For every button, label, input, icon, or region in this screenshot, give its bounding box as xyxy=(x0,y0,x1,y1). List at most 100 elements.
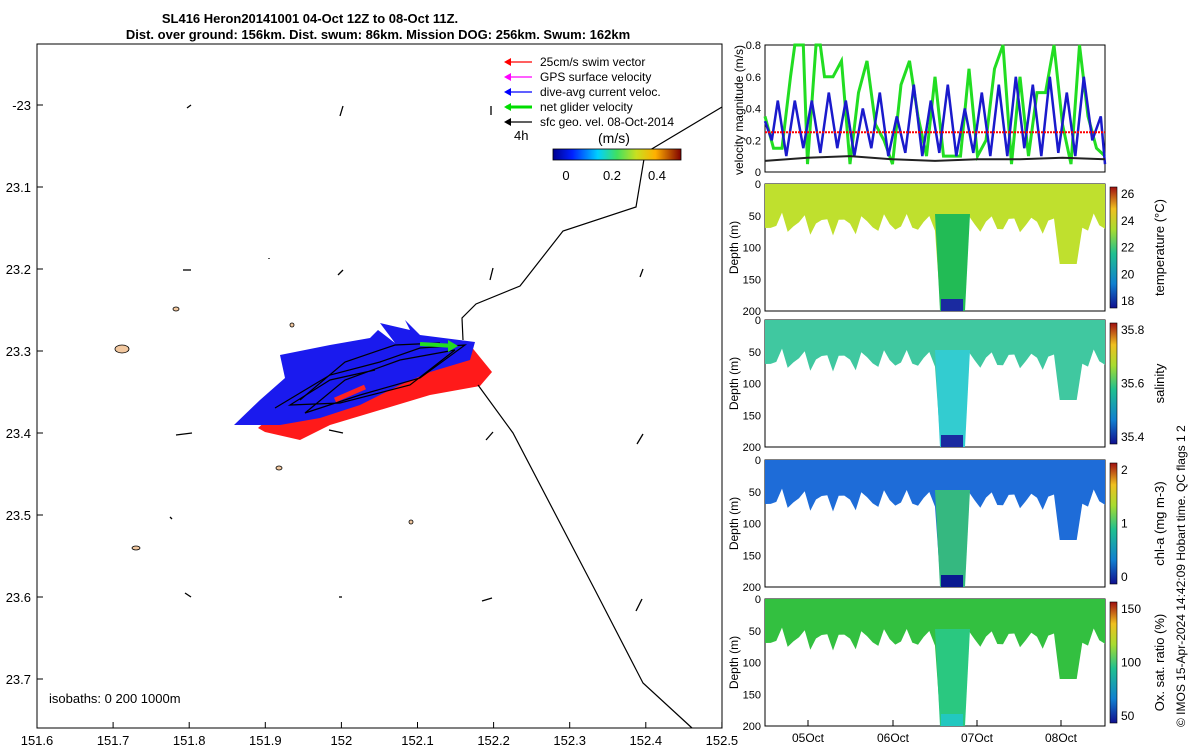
section-panel: 0 50 100 150 200 Depth (m) 2 1 0 chl-a (mg m-3) xyxy=(727,455,1167,594)
section-deep-trench xyxy=(935,629,970,726)
section-colorbar xyxy=(1109,322,1118,445)
section-panel: 0 50 100 150 200 Depth (m) 35.8 35.6 35.4 salinit… xyxy=(727,315,1167,454)
vector-arrow xyxy=(639,268,644,278)
section-bottom xyxy=(941,435,963,447)
vector-arrow xyxy=(169,516,173,520)
section-colorbar-tick: 50 xyxy=(1121,709,1135,723)
interval-label: 4h xyxy=(514,128,528,143)
section-colorbar-tick: 2 xyxy=(1121,463,1128,477)
vector-arrow xyxy=(175,432,193,436)
legend-label: 25cm/s swim vector xyxy=(540,55,645,69)
velocity-series-line xyxy=(763,43,1107,165)
section-colorbar-tick: 150 xyxy=(1121,602,1141,616)
map-y-tick-label: 23.7 xyxy=(6,672,31,687)
vector-arrow xyxy=(485,431,494,441)
map-y-tick-label: 23.1 xyxy=(6,180,31,195)
vector-arrow xyxy=(489,267,494,281)
section-colorbar-tick: 1 xyxy=(1121,517,1128,531)
section-fill xyxy=(765,599,1105,726)
section-deep-trench xyxy=(935,214,970,311)
map-x-tick-label: 152.3 xyxy=(553,733,586,748)
velocity-y-tick: 0 xyxy=(755,167,761,179)
section-colorbar xyxy=(1109,601,1118,724)
legend-arrowhead xyxy=(504,58,511,66)
section-y-tick: 50 xyxy=(749,487,761,499)
isobath-1000m xyxy=(461,106,723,341)
legend-label: GPS surface velocity xyxy=(540,70,651,84)
glider-track xyxy=(274,342,468,414)
map-x-tick-label: 152.1 xyxy=(401,733,434,748)
section-y-tick: 0 xyxy=(755,455,761,467)
reef-shape xyxy=(275,465,283,471)
section-deep-trench xyxy=(935,490,970,587)
time-tick-label: 08Oct xyxy=(1045,731,1078,745)
map-x-tick-label: 152.2 xyxy=(477,733,510,748)
section-bottom xyxy=(941,299,963,311)
section-y-tick: 50 xyxy=(749,211,761,223)
speed-colorbar-ticks: 0 0.2 0.4 xyxy=(562,168,666,183)
map-x-tick-label: 152.4 xyxy=(630,733,663,748)
section-colorbar-tick: 100 xyxy=(1121,656,1141,670)
map-panel: 151.6 151.7 151.8 151.9 152 152.1 152.2 152.3 15… xyxy=(6,43,738,748)
map-y-ticks: -23 23.1 23.2 23.3 23.4 23.5 23.6 23.7 xyxy=(6,98,43,687)
section-y-tick: 200 xyxy=(743,721,761,733)
isobath-label: isobaths: 0 200 1000m xyxy=(49,691,181,706)
swim-arrow xyxy=(334,384,366,403)
section-y-tick: 50 xyxy=(749,626,761,638)
time-tick-label: 06Oct xyxy=(877,731,910,745)
section-colorbar-tick: 20 xyxy=(1121,267,1135,281)
legend-arrowhead xyxy=(504,118,511,126)
velocity-y-tick: 0.6 xyxy=(746,72,761,84)
title-line-2: Dist. over ground: 156km. Dist. swum: 86… xyxy=(126,27,630,42)
colorbar-title: (m/s) xyxy=(598,130,630,146)
map-x-ticks: 151.6 151.7 151.8 151.9 152 152.1 152.2 152.3 15… xyxy=(21,722,738,748)
section-y-tick: 200 xyxy=(743,306,761,318)
reef-shape xyxy=(131,545,141,551)
section-y-tick: 100 xyxy=(743,243,761,255)
velocity-y-tick: 0.4 xyxy=(746,104,761,116)
legend-label: sfc geo. vel. 08-Oct-2014 xyxy=(540,115,674,129)
section-colorbar-tick: 26 xyxy=(1121,187,1135,201)
map-x-tick-label: 152.5 xyxy=(706,733,739,748)
section-y-tick: 0 xyxy=(755,594,761,606)
copyright-note: © IMOS 15-Apr-2024 14:42:09 Hobart time.… xyxy=(1174,425,1188,727)
section-ylabel: Depth (m) xyxy=(727,221,741,274)
vector-arrow xyxy=(186,104,192,109)
section-y-tick: 150 xyxy=(743,410,761,422)
map-x-tick-label: 151.8 xyxy=(173,733,206,748)
map-y-tick-label: 23.4 xyxy=(6,426,31,441)
legend-arrowhead xyxy=(504,73,511,81)
section-colorbar-label: chl-a (mg m-3) xyxy=(1152,481,1167,566)
section-y-tick: 0 xyxy=(755,315,761,327)
vector-arrow xyxy=(481,597,493,602)
legend-arrowhead xyxy=(504,103,511,111)
section-colorbar-tick: 0 xyxy=(1121,570,1128,584)
section-y-tick: 0 xyxy=(755,179,761,191)
map-x-tick-label: 151.7 xyxy=(97,733,130,748)
reef-shape xyxy=(172,306,180,312)
section-ylabel: Depth (m) xyxy=(727,497,741,550)
section-fill xyxy=(765,460,1105,587)
vector-arrow xyxy=(184,592,192,598)
section-colorbar-tick: 22 xyxy=(1121,241,1135,255)
section-colorbar-tick: 35.6 xyxy=(1121,377,1145,391)
section-y-tick: 100 xyxy=(743,379,761,391)
section-y-tick: 100 xyxy=(743,519,761,531)
section-colorbar-tick: 35.4 xyxy=(1121,430,1145,444)
section-y-tick: 150 xyxy=(743,689,761,701)
reef-shape xyxy=(114,344,130,354)
section-colorbar-tick: 18 xyxy=(1121,294,1135,308)
section-panel: 0 50 100 150 200 Depth (m) 26 24 22 20 18 temperatu… xyxy=(727,179,1167,318)
time-tick-label: 05Oct xyxy=(792,731,825,745)
section-y-tick: 200 xyxy=(743,442,761,454)
vector-arrow xyxy=(337,269,344,276)
colorbar-tick-label: 0.4 xyxy=(648,168,666,183)
section-fill xyxy=(765,184,1105,311)
section-ylabel: Depth (m) xyxy=(727,636,741,689)
section-fill xyxy=(765,320,1105,447)
section-bottom xyxy=(941,575,963,587)
net-glider-arrowhead xyxy=(448,340,458,352)
